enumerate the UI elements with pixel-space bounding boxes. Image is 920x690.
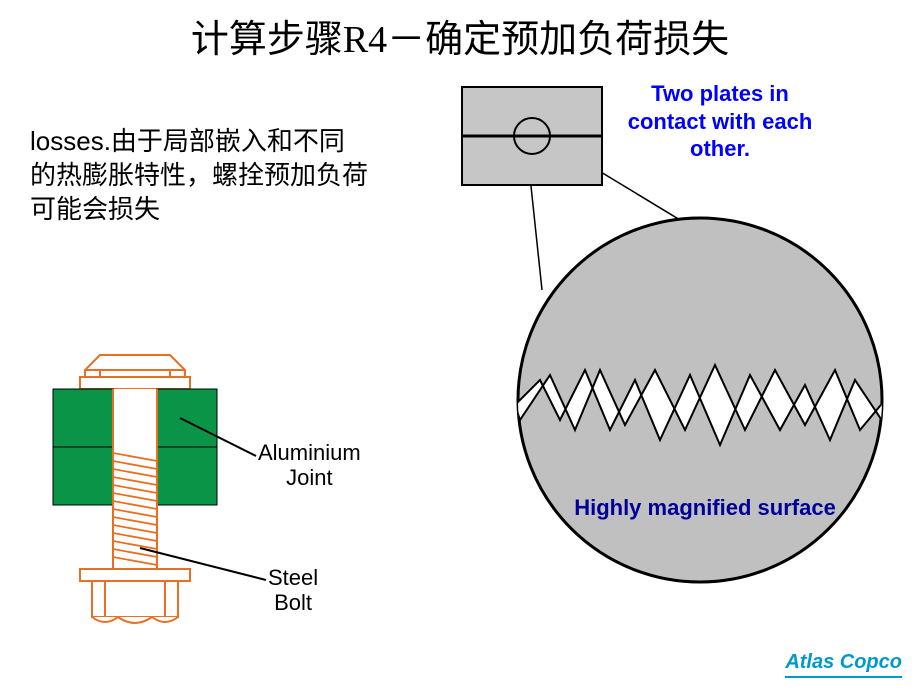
- aluminium-text-2: Joint: [286, 465, 332, 490]
- aluminium-joint-label: Aluminium Joint: [258, 440, 361, 491]
- aluminium-text-1: Aluminium: [258, 440, 361, 465]
- atlas-copco-logo: Atlas Copco: [785, 651, 902, 678]
- steel-text-1: Steel: [268, 565, 318, 590]
- magnified-surface-diagram: [505, 205, 895, 595]
- plates-diagram: [460, 85, 610, 190]
- logo-text: Atlas Copco: [785, 651, 902, 673]
- logo-underline: [785, 676, 902, 678]
- steel-bolt-label: Steel Bolt: [268, 565, 318, 616]
- steel-text-2: Bolt: [274, 590, 312, 615]
- plates-caption: Two plates in contact with each other.: [620, 80, 820, 163]
- magnified-caption: Highly magnified surface: [555, 495, 855, 521]
